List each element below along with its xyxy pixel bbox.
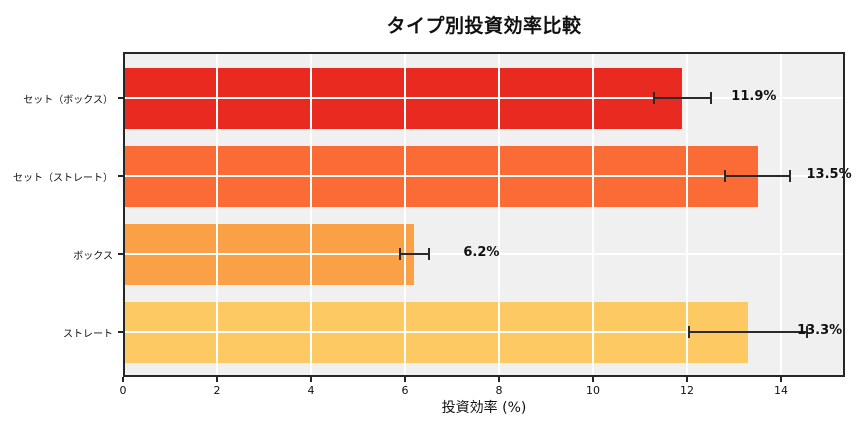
value-label-2: 6.2%: [463, 245, 500, 260]
x-tick-mark-12: [686, 377, 688, 382]
error-bar-0: [654, 97, 711, 99]
grid-line-x-10: [592, 52, 594, 377]
error-bar-cap-left-3: [688, 326, 691, 338]
y-tick-mark-1: [118, 175, 123, 177]
error-bar-cap-left-2: [399, 248, 402, 260]
y-tick-mark-0: [118, 97, 123, 99]
x-tick-mark-2: [216, 377, 218, 382]
grid-line-x-12: [686, 52, 688, 377]
y-tick-label-0: セット（ボックス）: [23, 95, 113, 106]
x-tick-label-10: 10: [586, 384, 600, 397]
grid-line-x-6: [404, 52, 406, 377]
chart-title: タイプ別投資効率比較: [386, 15, 582, 37]
value-label-0: 11.9%: [731, 89, 777, 104]
grid-line-y-1: [123, 175, 845, 177]
x-tick-mark-0: [122, 377, 124, 382]
x-tick-label-6: 6: [401, 384, 409, 397]
grid-line-x-2: [216, 52, 218, 377]
x-tick-mark-4: [310, 377, 312, 382]
y-tick-mark-3: [118, 331, 123, 333]
grid-line-x-8: [498, 52, 500, 377]
grid-line-y-3: [123, 331, 845, 333]
x-axis-label: 投資効率 (%): [441, 400, 527, 416]
value-label-3: 13.3%: [797, 323, 843, 338]
grid-line-x-14: [780, 52, 782, 377]
error-bar-cap-left-0: [653, 92, 656, 104]
error-bar-cap-right-1: [789, 170, 792, 182]
x-tick-label-8: 8: [495, 384, 503, 397]
x-tick-label-0: 0: [119, 384, 127, 397]
y-tick-label-3: ストレート: [63, 329, 113, 340]
x-tick-mark-8: [498, 377, 500, 382]
error-bar-cap-right-2: [427, 248, 430, 260]
error-bar-1: [724, 175, 791, 177]
grid-line-y-0: [123, 97, 845, 99]
y-tick-label-2: ボックス: [73, 251, 113, 262]
x-tick-mark-6: [404, 377, 406, 382]
y-tick-mark-2: [118, 253, 123, 255]
error-bar-3: [689, 331, 807, 333]
x-tick-label-14: 14: [774, 384, 788, 397]
x-tick-label-12: 12: [680, 384, 694, 397]
grid-line-x-4: [310, 52, 312, 377]
y-tick-label-1: セット（ストレート）: [13, 173, 113, 184]
value-label-1: 13.5%: [806, 167, 852, 182]
x-tick-mark-10: [592, 377, 594, 382]
error-bar-cap-right-0: [709, 92, 712, 104]
error-bar-2: [400, 253, 429, 255]
x-tick-mark-14: [780, 377, 782, 382]
error-bar-cap-right-3: [805, 326, 808, 338]
x-tick-label-2: 2: [213, 384, 221, 397]
x-tick-label-4: 4: [307, 384, 315, 397]
error-bar-cap-left-1: [723, 170, 726, 182]
grid-line-y-2: [123, 253, 845, 255]
